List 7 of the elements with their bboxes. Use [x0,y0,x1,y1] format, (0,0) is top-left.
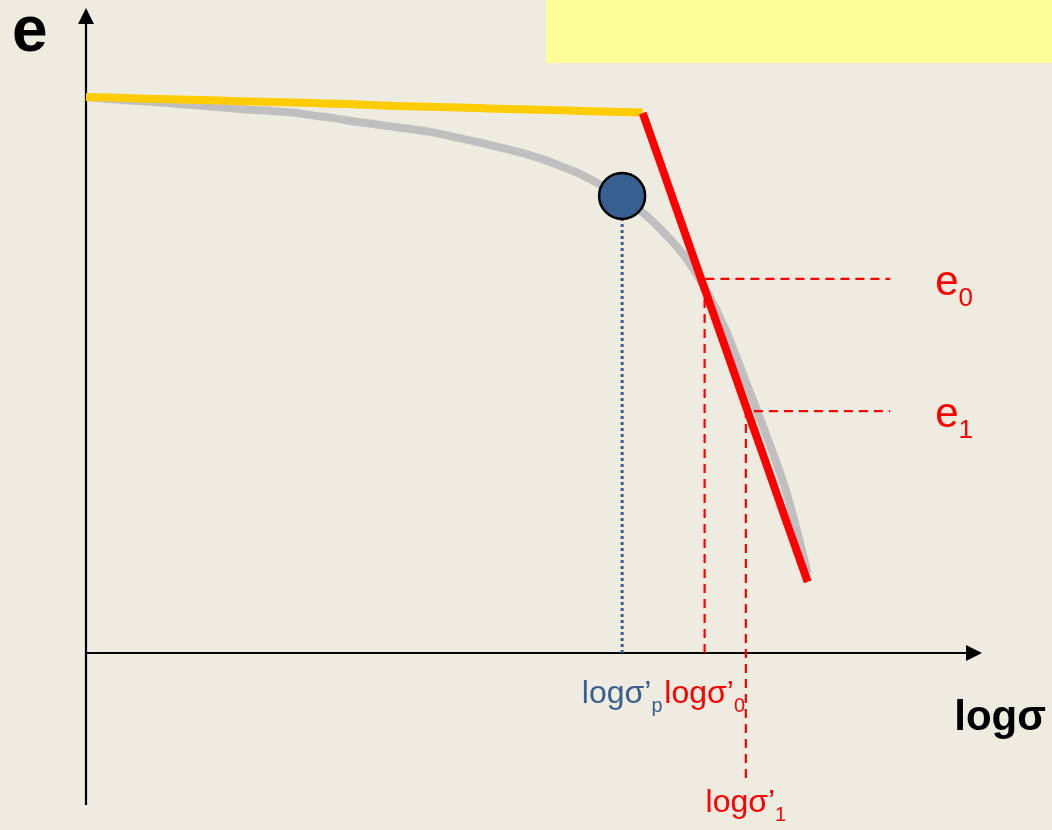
x-tick-label: logσ’$_{p}$ [581,674,663,716]
text: logσ’$_{1}$ [705,783,787,825]
x-axis-title: logσ [954,692,1046,739]
series-label: e$_{0}$ [935,256,974,313]
x-tick-label: logσ’$_{0}$ [664,674,745,716]
series-label: e$_{1}$ [935,389,974,445]
y-axis-title: e [12,0,48,65]
